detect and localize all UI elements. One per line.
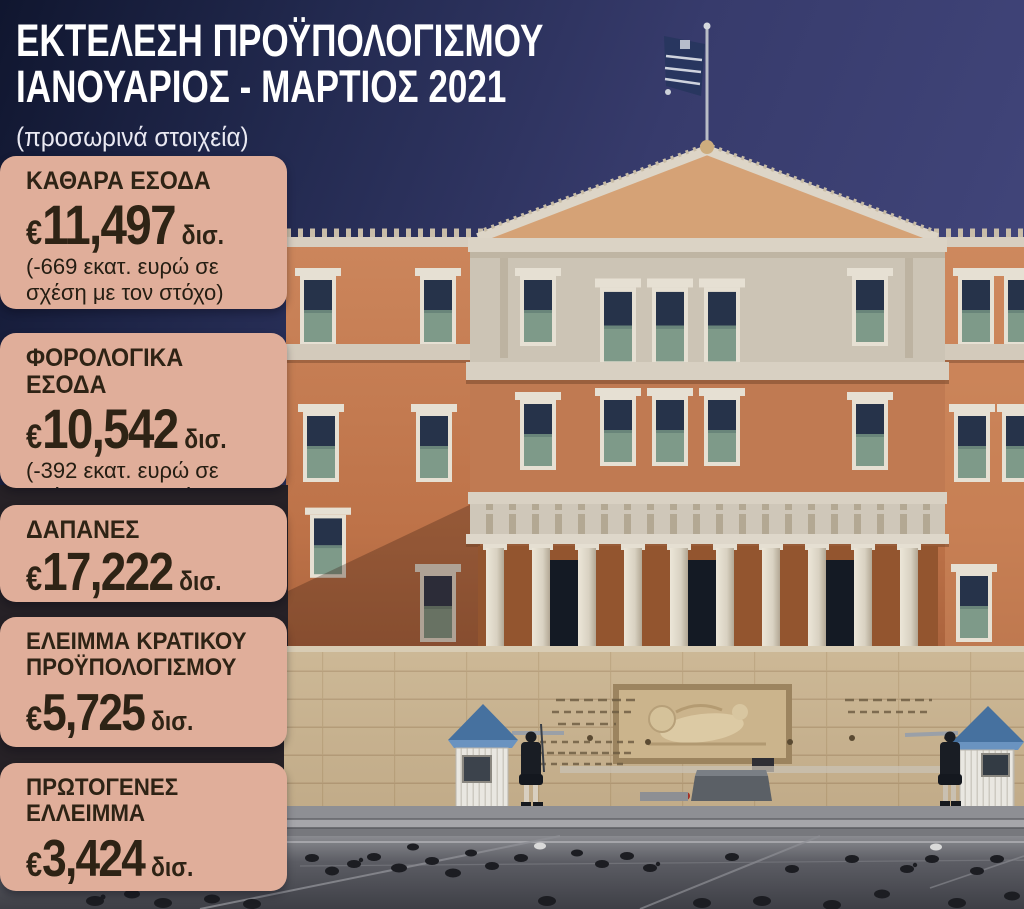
metric-value: €17,222 δισ. (26, 542, 222, 602)
page-title-line1: ΕΚΤΕΛΕΣΗ ΠΡΟΫΠΟΛΟΓΙΣΜΟΥ (16, 15, 544, 66)
metric-label: ΔΑΠΑΝΕΣ (26, 516, 140, 544)
steps (284, 806, 1024, 836)
pediment (468, 140, 947, 252)
colonnade (478, 544, 938, 656)
page-subtitle: (προσωρινά στοιχεία) (16, 121, 249, 152)
card-net-revenue: ΚΑΘΑΡΑ ΕΣΟΔΑ €11,497 δισ. (-669 εκατ. ευρ… (0, 156, 287, 309)
greek-flag (664, 22, 711, 150)
hoplite-relief (613, 684, 792, 764)
evzone-guard-left (519, 723, 545, 807)
currency-symbol: € (26, 418, 43, 456)
currency-symbol: € (26, 845, 43, 884)
metric-value: €3,424 δισ. (26, 829, 194, 888)
guard-house-left (448, 704, 564, 812)
metric-note: (-669 εκατ. ευρώ σε σχέση με τον στόχο) (26, 254, 224, 306)
metric-value: €5,725 δισ. (26, 683, 194, 742)
evzone-guard-right (938, 731, 962, 806)
metric-label: ΕΛΕΙΜΜΑ ΚΡΑΤΙΚΟΥ ΠΡΟΫΠΟΛΟΓΙΣΜΟΥ (26, 628, 247, 681)
page-title-line2: ΙΑΝΟΥΑΡΙΟΣ - ΜΑΡΤΙΟΣ 2021 (16, 60, 507, 112)
card-primary-deficit: ΠΡΩΤΟΓΕΝΕΣ ΕΛΛΕΙΜΜΑ €3,424 δισ. (0, 763, 287, 891)
currency-symbol: € (26, 699, 43, 738)
tomb-slab (640, 770, 772, 801)
card-tax-revenue: ΦΟΡΟΛΟΓΙΚΑ ΕΣΟΔΑ €10,542 δισ. (-392 εκατ.… (0, 333, 287, 488)
currency-symbol: € (26, 214, 43, 252)
parliament-building (286, 140, 1024, 660)
currency-symbol: € (26, 560, 43, 598)
metric-value: €11,497 δισ. (26, 193, 225, 256)
entablature (466, 492, 949, 547)
card-expenditure: ΔΑΠΑΝΕΣ €17,222 δισ. (0, 505, 287, 602)
metric-value: €10,542 δισ. (26, 397, 227, 460)
metric-label: ΚΑΘΑΡΑ ΕΣΟΔΑ (26, 167, 211, 195)
metric-label: ΠΡΩΤΟΓΕΝΕΣ ΕΛΛΕΙΜΜΑ (26, 774, 179, 827)
card-state-budget-deficit: ΕΛΕΙΜΜΑ ΚΡΑΤΙΚΟΥ ΠΡΟΫΠΟΛΟΓΙΣΜΟΥ €5,725 δι… (0, 617, 287, 747)
memorial-wall (284, 646, 1024, 806)
metric-note: (-392 εκατ. ευρώ σε σχέση με τον στόχο) (26, 458, 224, 488)
header: ΕΚΤΕΛΕΣΗ ΠΡΟΫΠΟΛΟΓΙΣΜΟΥ ΙΑΝΟΥΑΡΙΟΣ - ΜΑΡ… (16, 18, 692, 153)
pigeons (86, 842, 1020, 909)
metric-label: ΦΟΡΟΛΟΓΙΚΑ ΕΣΟΔΑ (26, 344, 184, 399)
wall-inscriptions (536, 698, 1012, 766)
